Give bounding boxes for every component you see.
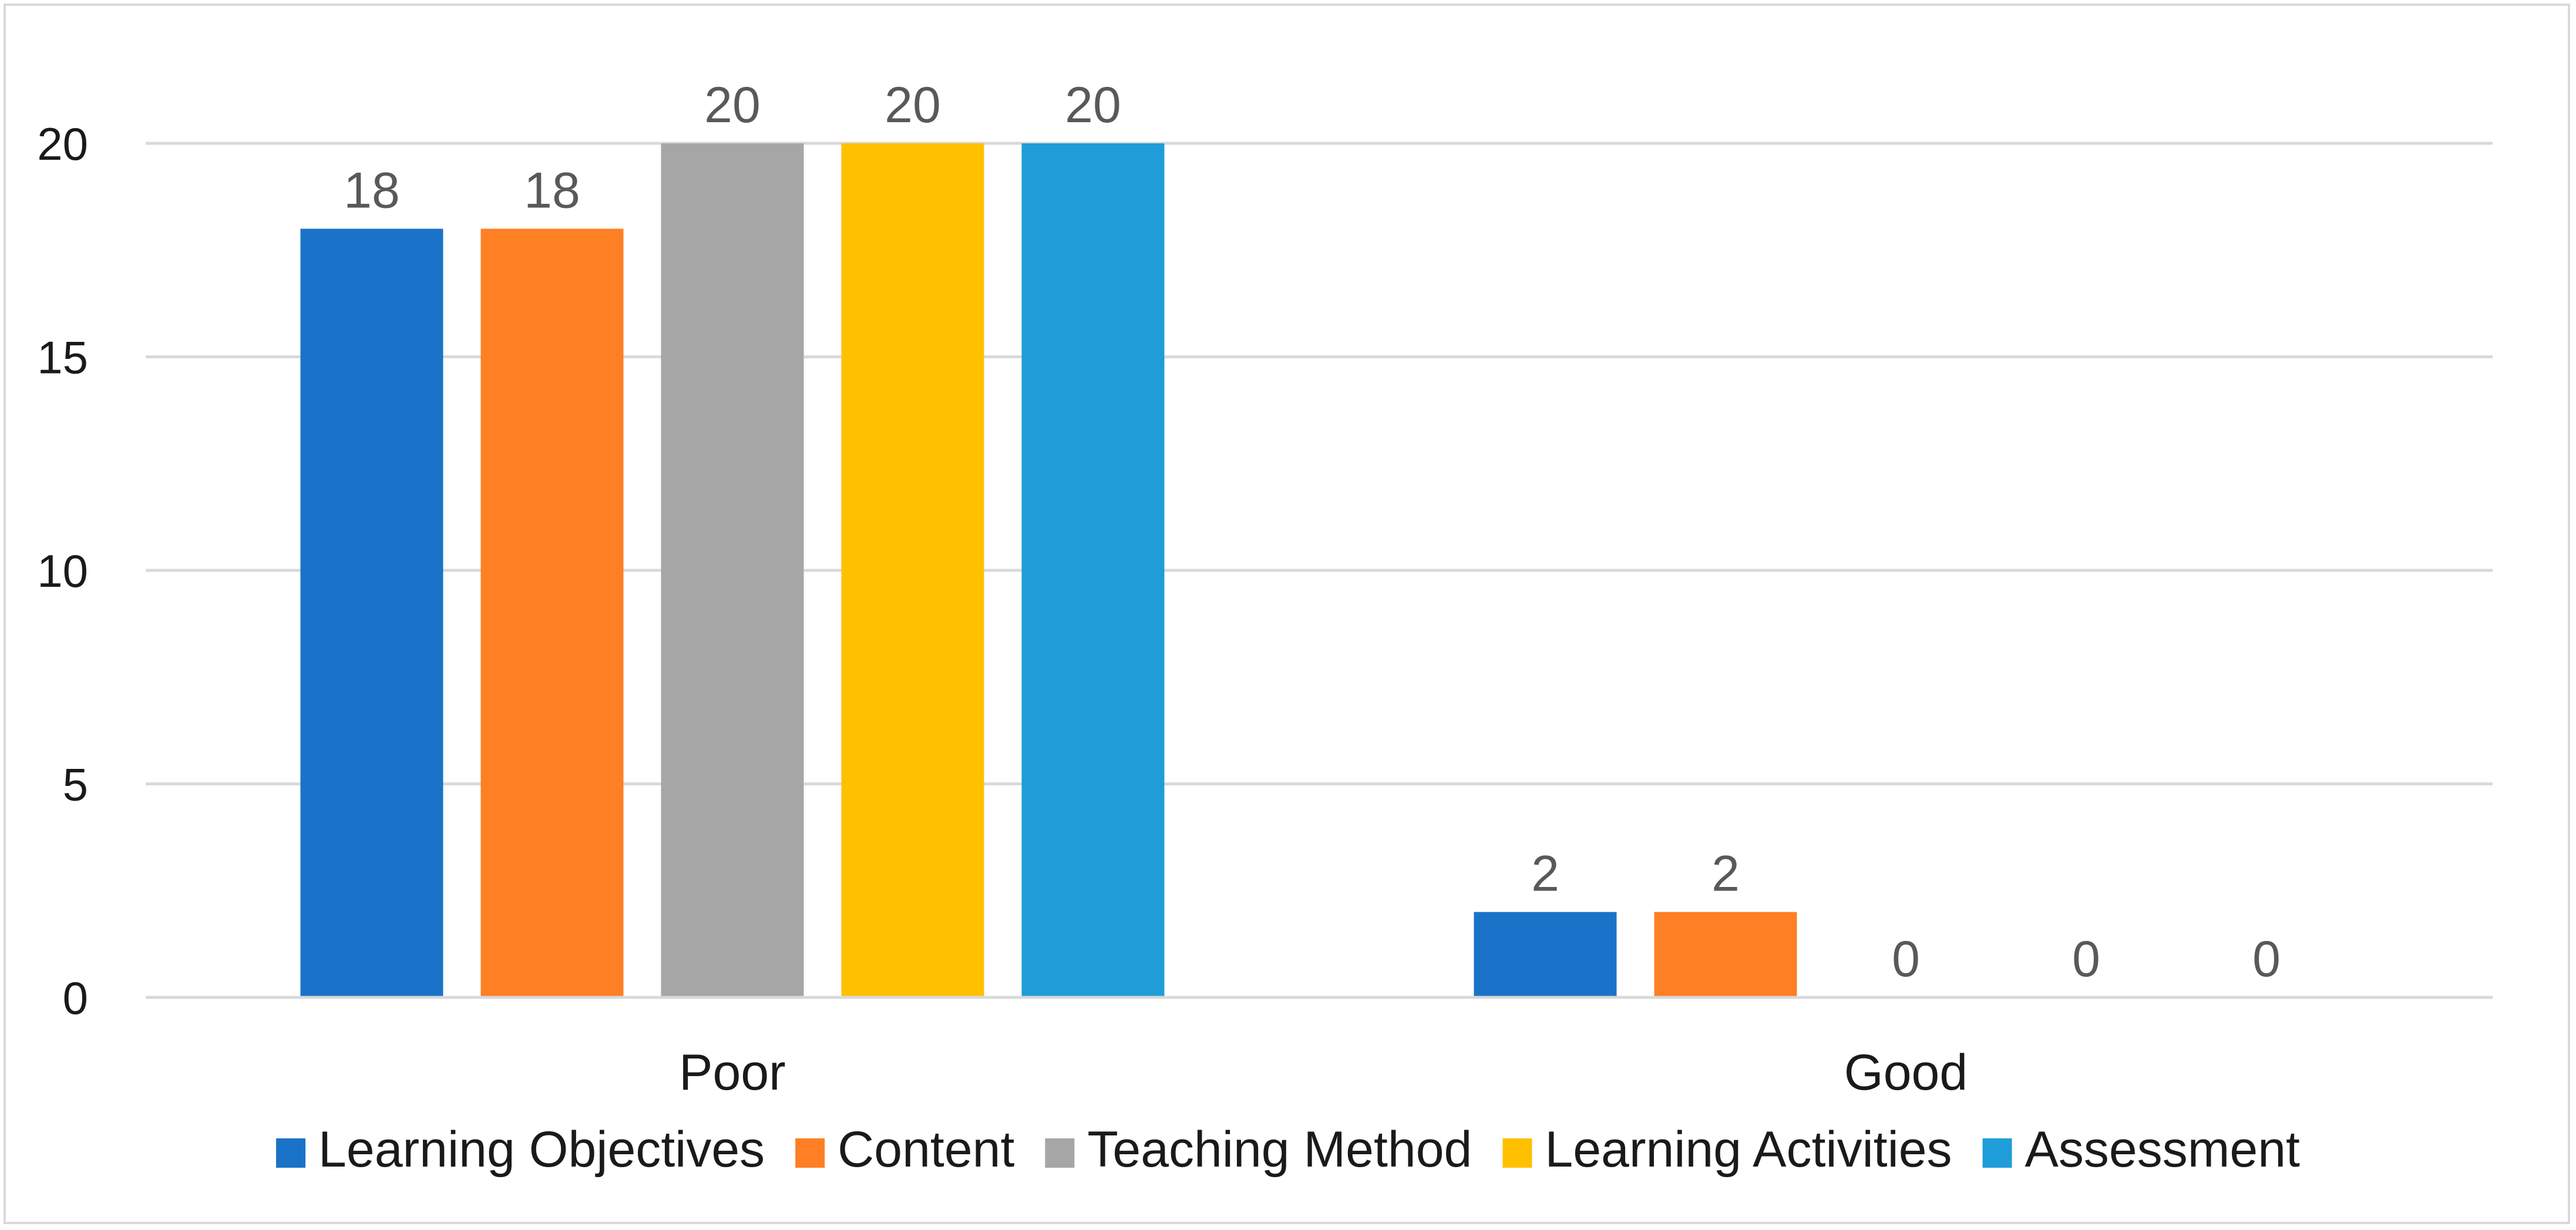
bar: [300, 228, 443, 997]
legend-item: Learning Objectives: [276, 1121, 765, 1178]
y-tick-label: 10: [37, 545, 88, 597]
y-tick-label: 20: [37, 118, 88, 170]
data-label: 18: [344, 162, 400, 219]
bar: [661, 143, 804, 997]
x-axis: Poor Good: [146, 996, 2493, 1101]
data-label: 18: [524, 162, 580, 219]
legend-swatch: [795, 1138, 825, 1168]
data-label: 0: [2072, 931, 2100, 987]
legend-item: Teaching Method: [1045, 1121, 1472, 1178]
legend-swatch: [1045, 1138, 1075, 1168]
legend-swatch: [1502, 1138, 1532, 1168]
data-label: 2: [1711, 846, 1740, 902]
data-label: 0: [1892, 931, 1920, 987]
bar: [841, 143, 984, 997]
legend: Learning Objectives Content Teaching Metho…: [276, 1121, 2300, 1178]
y-axis: 0 5 10 15 20: [37, 118, 88, 1024]
data-label: 20: [1065, 77, 1121, 133]
bar: [1474, 912, 1617, 997]
legend-label: Learning Objectives: [318, 1121, 765, 1178]
bar: [1021, 143, 1165, 997]
bar: [480, 228, 624, 997]
x-category-label: Good: [1844, 1044, 1968, 1101]
legend-label: Assessment: [2025, 1121, 2300, 1178]
legend-label: Content: [838, 1121, 1014, 1178]
data-label: 0: [2252, 931, 2281, 987]
y-tick-label: 0: [63, 972, 88, 1024]
y-tick-label: 5: [63, 759, 88, 811]
legend-swatch: [276, 1138, 306, 1168]
bars: [300, 143, 1797, 997]
legend-label: Teaching Method: [1087, 1121, 1472, 1178]
x-category-label: Poor: [679, 1044, 786, 1101]
bar: [1654, 912, 1797, 997]
legend-item: Assessment: [1982, 1121, 2300, 1178]
data-label: 20: [704, 77, 761, 133]
legend-item: Content: [795, 1121, 1014, 1178]
y-tick-label: 15: [37, 332, 88, 384]
data-label: 20: [885, 77, 941, 133]
legend-item: Learning Activities: [1502, 1121, 1952, 1178]
legend-swatch: [1982, 1138, 2012, 1168]
data-label: 2: [1531, 846, 1559, 902]
legend-label: Learning Activities: [1545, 1121, 1952, 1178]
